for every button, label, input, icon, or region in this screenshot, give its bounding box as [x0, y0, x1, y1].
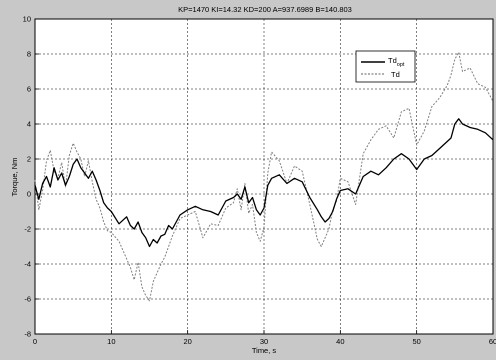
legend-sub: opt	[397, 62, 405, 68]
y-tick-label: -4	[24, 260, 31, 269]
series-group	[34, 51, 494, 302]
series-td-opt	[34, 118, 494, 248]
y-tick-label: 4	[27, 120, 31, 129]
x-tick-label: 20	[183, 337, 191, 346]
x-tick-label: 30	[260, 337, 268, 346]
x-tick-label: 50	[412, 337, 420, 346]
series-line	[34, 118, 494, 248]
y-tick-label: -2	[24, 225, 31, 234]
gridlines	[35, 19, 493, 334]
x-tick-label: 60	[489, 337, 496, 346]
y-tick-label: 0	[27, 190, 31, 199]
y-tick-label: -6	[24, 295, 31, 304]
x-tick-label: 0	[33, 337, 37, 346]
legend-main: Td	[388, 56, 397, 65]
x-tick-label: 10	[107, 337, 115, 346]
y-tick-label: 8	[27, 50, 31, 59]
y-axis-ticks: -8 -6 -4 -2 0 2 4 6 8 10	[23, 15, 39, 339]
x-tick-label: 40	[336, 337, 344, 346]
y-tick-label: 2	[27, 155, 31, 164]
legend-label-td: Td	[391, 70, 400, 79]
series-td	[34, 51, 494, 302]
x-axis-label: Time, s	[252, 346, 277, 355]
legend-box	[355, 50, 416, 83]
x-axis-ticks: 0 10 20 30 40 50 60	[33, 330, 496, 346]
y-tick-label: -8	[24, 330, 31, 339]
y-axis-label: Torque, Nm	[10, 158, 19, 197]
series-line	[34, 51, 494, 302]
y-tick-label: 6	[27, 85, 31, 94]
chart-title: KP=1470 KI=14.32 KD=200 A=937.6989 B=140…	[178, 5, 352, 14]
y-tick-label: 10	[23, 15, 31, 24]
legend: Tdopt Td	[355, 50, 416, 83]
legend-label-td-opt: Tdopt	[388, 56, 405, 68]
